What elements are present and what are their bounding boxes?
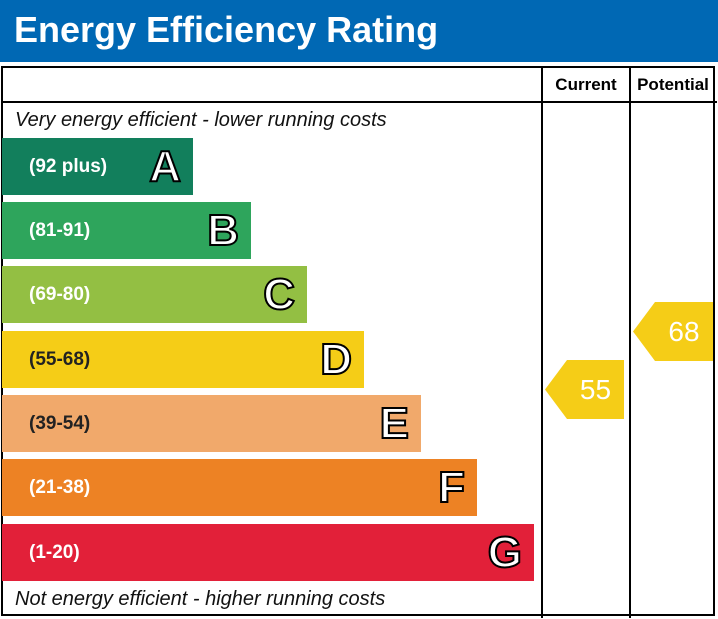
chart-title: Energy Efficiency Rating [14, 9, 439, 50]
band-range-label: (92 plus) [29, 156, 108, 177]
title-bar: Energy Efficiency Rating [0, 0, 718, 62]
band-e: (39-54) E [2, 395, 421, 452]
band-a: (92 plus) A [2, 138, 193, 195]
band-range-label: (1-20) [29, 542, 80, 563]
current-pointer-arrow [545, 360, 624, 419]
band-letter: G [487, 527, 523, 578]
top-caption: Very energy efficient - lower running co… [15, 109, 387, 131]
header-row-divider [1, 101, 717, 103]
potential-column-header: Potential [637, 75, 709, 94]
band-letter: C [262, 269, 296, 320]
band-g: (1-20) G [2, 524, 534, 581]
current-rating-value: 55 [579, 374, 612, 405]
band-range-label: (39-54) [29, 413, 91, 434]
potential-rating-value: 68 [668, 316, 700, 347]
band-d: (55-68) D [2, 331, 364, 388]
band-range-label: (69-80) [29, 284, 91, 305]
current-rating-pointer: 55 [545, 360, 624, 419]
band-letter: F [437, 462, 466, 513]
current-column-divider [541, 66, 543, 618]
band-letter: A [148, 141, 182, 192]
potential-rating-pointer: 68 [633, 302, 713, 361]
band-c: (69-80) C [2, 266, 307, 323]
band-range-label: (21-38) [29, 477, 91, 498]
band-letter: B [206, 205, 240, 256]
potential-pointer-arrow [633, 302, 713, 361]
band-f: (21-38) F [2, 459, 477, 516]
current-column-header: Current [555, 75, 617, 94]
band-b: (81-91) B [2, 202, 251, 259]
band-range-label: (55-68) [29, 349, 91, 370]
bottom-caption: Not energy efficient - higher running co… [15, 588, 386, 610]
band-letter: E [379, 398, 410, 449]
potential-column-divider [629, 66, 631, 618]
band-letter: D [319, 334, 353, 385]
band-range-label: (81-91) [29, 220, 91, 241]
